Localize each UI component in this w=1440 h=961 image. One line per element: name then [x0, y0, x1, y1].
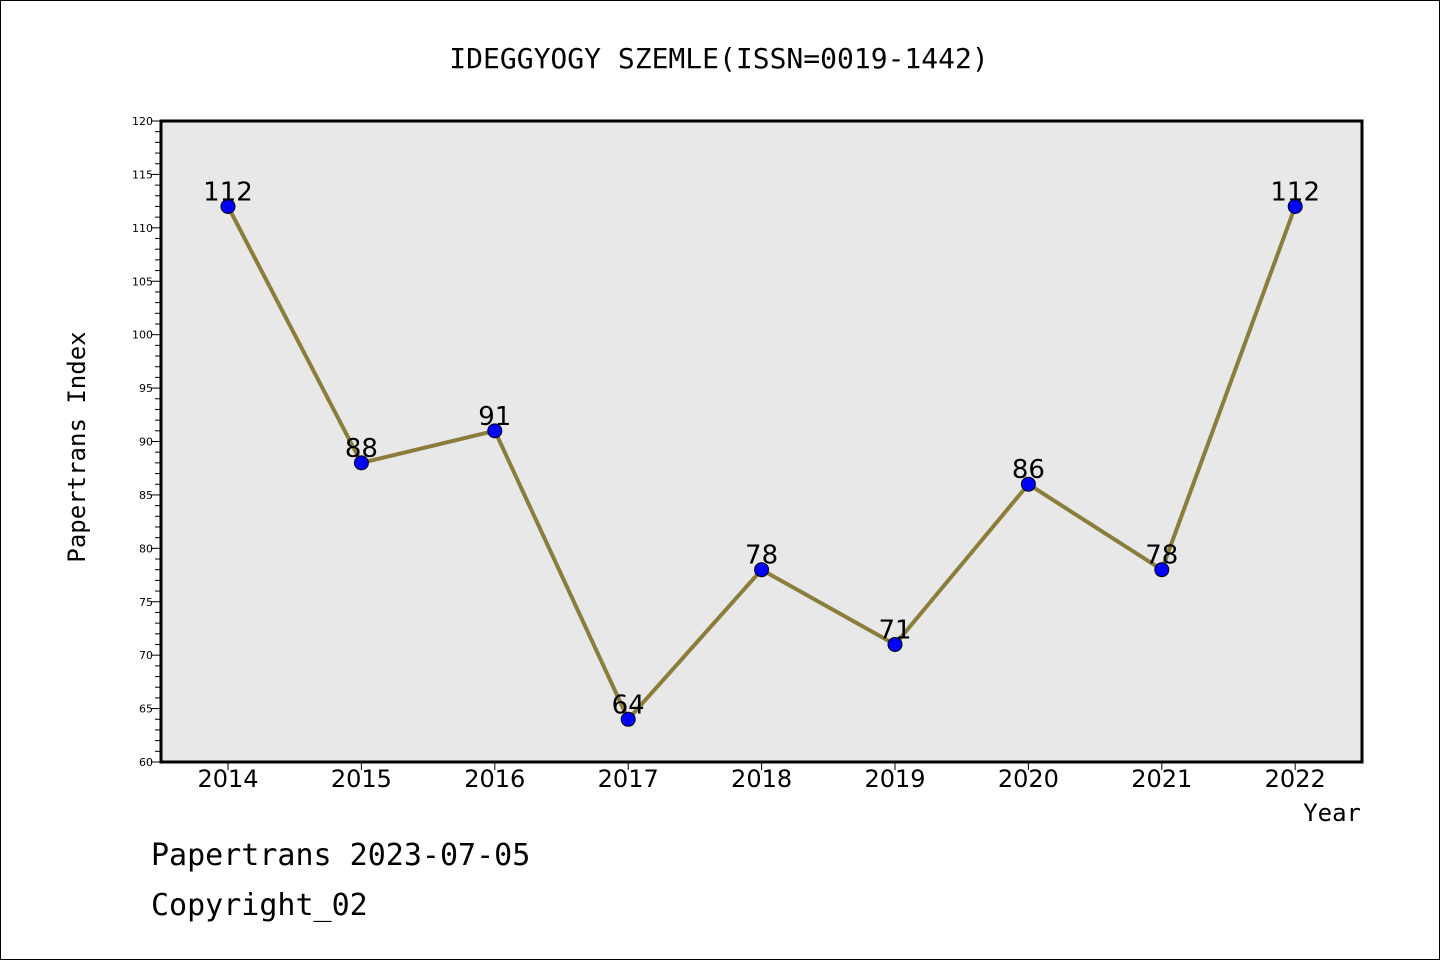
y-tick-label: 105: [132, 275, 153, 288]
x-tick-label: 2014: [197, 765, 258, 793]
data-label: 71: [878, 615, 911, 645]
y-axis: 60 65 70 75 80 85 90 95 100 105 110 115 120: [132, 115, 161, 769]
x-axis: 2014 2015 2016 2017 2018 2019 2020 2021 2022: [197, 762, 1326, 793]
data-point: [220, 198, 236, 214]
data-label: 88: [345, 434, 378, 464]
x-axis-label: Year: [1303, 799, 1361, 827]
x-tick-label: 2016: [464, 765, 525, 793]
data-label: 78: [745, 541, 778, 571]
data-point: [1154, 562, 1170, 578]
data-label: 86: [1012, 455, 1045, 485]
footer-copyright: Copyright_02: [151, 888, 368, 923]
y-tick-label: 110: [132, 222, 153, 235]
y-tick-label: 80: [139, 542, 153, 555]
y-tick-label: 70: [139, 649, 153, 662]
x-tick-label: 2021: [1131, 765, 1192, 793]
y-tick-label: 65: [139, 703, 153, 716]
data-point: [487, 423, 503, 439]
x-tick-label: 2019: [864, 765, 925, 793]
data-label: 64: [612, 690, 645, 720]
data-label-layer: 112 88 91 64 78 71 86 78 112: [203, 177, 1320, 720]
plot-area: [159, 119, 1364, 764]
y-tick-label: 85: [139, 489, 153, 502]
y-tick-label: 115: [132, 168, 153, 181]
chart-title: IDEGGYOGY SZEMLE(ISSN=0019-1442): [449, 42, 988, 75]
y-tick-label: 75: [139, 596, 153, 609]
series-layer: [220, 198, 1303, 727]
y-tick-label: 95: [139, 382, 153, 395]
data-point: [754, 562, 770, 578]
data-point: [353, 455, 369, 471]
y-tick-label: 100: [132, 329, 153, 342]
data-point: [1287, 198, 1303, 214]
data-point: [1020, 476, 1036, 492]
x-tick-label: 2022: [1265, 765, 1326, 793]
data-label: 91: [478, 402, 511, 432]
y-axis-label: Papertrans Index: [63, 331, 91, 562]
data-point: [887, 636, 903, 652]
y-tick-label: 90: [139, 436, 153, 449]
data-label: 78: [1145, 541, 1178, 571]
x-tick-label: 2015: [331, 765, 392, 793]
x-tick-label: 2018: [731, 765, 792, 793]
y-tick-label: 60: [139, 756, 153, 769]
data-label: 112: [203, 177, 253, 207]
x-tick-label: 2017: [598, 765, 659, 793]
footer-date: Papertrans 2023-07-05: [151, 838, 530, 873]
data-label: 112: [1270, 177, 1320, 207]
x-tick-label: 2020: [998, 765, 1059, 793]
data-point: [620, 711, 636, 727]
y-tick-label: 120: [132, 115, 153, 128]
